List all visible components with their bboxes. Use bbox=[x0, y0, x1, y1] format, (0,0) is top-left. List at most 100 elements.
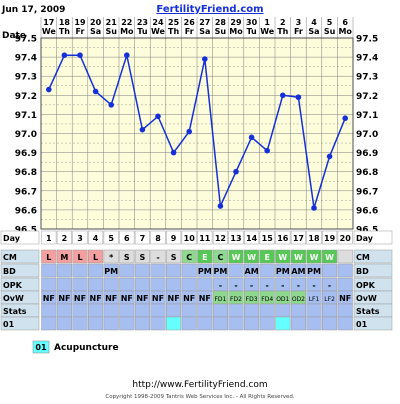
temperature-point bbox=[280, 92, 286, 99]
cm-cell bbox=[119, 249, 135, 264]
ovw-cell-text: FD1 bbox=[214, 296, 226, 303]
day-cell bbox=[306, 230, 322, 245]
opk-cell bbox=[119, 277, 135, 292]
weekday-tick-label: Mo bbox=[338, 27, 352, 36]
cm-cell-text: W bbox=[310, 253, 319, 262]
bd-cell bbox=[72, 263, 88, 278]
day-cell bbox=[290, 230, 306, 245]
date-tick-label: 5 bbox=[327, 18, 333, 27]
weekday-tick-label: Mo bbox=[229, 27, 243, 36]
bd-cell bbox=[275, 263, 291, 278]
cm-cell-text: L bbox=[93, 253, 98, 262]
stats-cell bbox=[322, 303, 338, 318]
cm-cell-text: * bbox=[109, 253, 114, 262]
bd-cell-text: PM bbox=[104, 267, 118, 276]
day-cell bbox=[275, 230, 291, 245]
opk-cell bbox=[41, 277, 57, 292]
weekday-tick-label: Sa bbox=[90, 27, 101, 36]
ovw-cell-text: NF bbox=[199, 294, 211, 303]
site-title: FertilityFriend.com bbox=[156, 4, 263, 15]
day-cell bbox=[197, 230, 213, 245]
bd-cell bbox=[88, 263, 104, 278]
opk-cell bbox=[103, 277, 119, 292]
bd-cell bbox=[290, 263, 306, 278]
day-cell-text: 16 bbox=[277, 234, 289, 243]
y-tick-label-left: 97.1 bbox=[15, 111, 37, 121]
row-label: CM bbox=[3, 253, 17, 262]
temperature-point bbox=[264, 147, 271, 154]
footer-copyright: Copyright 1998-2009 Tantris Web Services… bbox=[105, 394, 295, 400]
cm-cell bbox=[150, 249, 166, 264]
cm-cell-text: S bbox=[171, 253, 177, 262]
bd-cell bbox=[228, 263, 244, 278]
weekday-tick-label: Sa bbox=[199, 27, 210, 36]
01-cell bbox=[306, 316, 322, 331]
day-cell bbox=[181, 230, 197, 245]
bd-cell bbox=[212, 263, 228, 278]
opk-cell-text: - bbox=[312, 281, 315, 290]
y-tick-label-right: 96.6 bbox=[356, 206, 378, 216]
opk-cell bbox=[72, 277, 88, 292]
footer-url[interactable]: http://www.FertilityFriend.com bbox=[132, 380, 267, 390]
opk-cell bbox=[134, 277, 150, 292]
row-label-cell bbox=[353, 230, 393, 245]
01-cell bbox=[228, 316, 244, 331]
y-tick-label-left: 96.7 bbox=[15, 187, 37, 197]
temperature-point bbox=[186, 128, 192, 135]
ovw-cell-text: FD2 bbox=[230, 296, 242, 303]
ovw-cell-text: FD3 bbox=[246, 296, 258, 303]
weekday-tick-label: Fr bbox=[76, 27, 85, 36]
01-cell bbox=[72, 316, 88, 331]
weekday-tick-label: Th bbox=[168, 27, 179, 36]
cm-cell bbox=[88, 249, 104, 264]
chart-date: Jun 17, 2009 bbox=[1, 5, 65, 15]
y-tick-label-right: 97.4 bbox=[356, 54, 378, 64]
day-cell bbox=[72, 230, 88, 245]
stats-cell bbox=[244, 303, 260, 318]
01-cell bbox=[212, 316, 228, 331]
day-cell-text: 20 bbox=[340, 234, 352, 243]
day-cell bbox=[134, 230, 150, 245]
opk-cell bbox=[88, 277, 104, 292]
cm-cell-text: M bbox=[60, 253, 68, 262]
date-tick-label: 20 bbox=[90, 18, 102, 27]
opk-cell bbox=[181, 277, 197, 292]
row-label: OPK bbox=[3, 281, 23, 290]
cm-cell bbox=[103, 249, 119, 264]
day-cell bbox=[119, 230, 135, 245]
day-cell-text: 7 bbox=[140, 234, 146, 243]
opk-cell-text: - bbox=[328, 281, 331, 290]
bd-cell-text: PM bbox=[307, 267, 321, 276]
row-label-cell bbox=[0, 230, 40, 245]
bd-cell bbox=[166, 263, 182, 278]
day-cell-text: 5 bbox=[108, 234, 114, 243]
y-axis: 96.5 96.5 96.6 96.6 96.7 96.7 96.8 96.8 96.9 96.9… bbox=[15, 35, 378, 236]
date-tick-label: 25 bbox=[168, 18, 180, 27]
y-tick-label-left: 97.4 bbox=[15, 54, 37, 64]
ovw-cell-text: FD4 bbox=[261, 296, 273, 303]
weekday-tick-label: We bbox=[151, 27, 166, 36]
cm-cell bbox=[56, 249, 72, 264]
01-cell bbox=[119, 316, 135, 331]
day-cell-text: 18 bbox=[308, 234, 320, 243]
day-cell-text: 9 bbox=[171, 234, 177, 243]
stats-cell bbox=[290, 303, 306, 318]
day-cell bbox=[166, 230, 182, 245]
cm-cell bbox=[322, 249, 338, 264]
y-tick-label-right: 96.9 bbox=[356, 149, 378, 159]
row-label: Day bbox=[356, 234, 374, 243]
01-cell bbox=[166, 316, 182, 331]
ovw-cell-text: LF1 bbox=[309, 296, 320, 303]
day-cell-text: 6 bbox=[124, 234, 130, 243]
date-tick-label: 17 bbox=[43, 18, 54, 27]
ovw-cell-text: NF bbox=[183, 294, 195, 303]
bd-cell bbox=[197, 263, 213, 278]
ovw-cell-text: NF bbox=[43, 294, 55, 303]
date-tick-label: 3 bbox=[296, 18, 302, 27]
temperature-point bbox=[311, 205, 317, 211]
row-label: OvW bbox=[356, 294, 377, 303]
cm-cell bbox=[244, 249, 260, 264]
01-cell bbox=[275, 316, 291, 331]
